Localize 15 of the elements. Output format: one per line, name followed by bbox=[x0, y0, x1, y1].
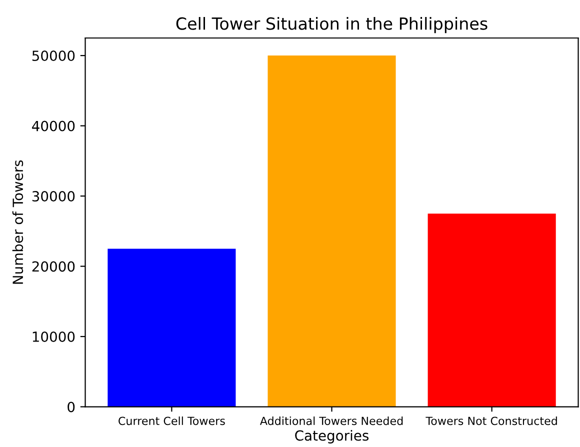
bar bbox=[268, 56, 396, 407]
y-axis-title: Number of Towers bbox=[12, 160, 24, 284]
x-axis-title: Categories bbox=[295, 430, 369, 444]
y-tick-label: 40000 bbox=[32, 120, 75, 132]
bar bbox=[108, 248, 236, 407]
x-tick-label: Current Cell Towers bbox=[118, 416, 225, 426]
y-tick-label: 10000 bbox=[32, 331, 75, 342]
x-tick-label: Additional Towers Needed bbox=[260, 416, 403, 426]
y-tick-label: 30000 bbox=[32, 191, 75, 202]
x-tick-label: Towers Not Constructed bbox=[426, 416, 557, 426]
y-tick-label: 50000 bbox=[32, 50, 75, 62]
bar bbox=[428, 214, 556, 407]
y-tick-label: 20000 bbox=[32, 261, 75, 272]
y-tick-label: 0 bbox=[68, 402, 75, 412]
chart-title: Cell Tower Situation in the Philippines bbox=[176, 17, 488, 34]
